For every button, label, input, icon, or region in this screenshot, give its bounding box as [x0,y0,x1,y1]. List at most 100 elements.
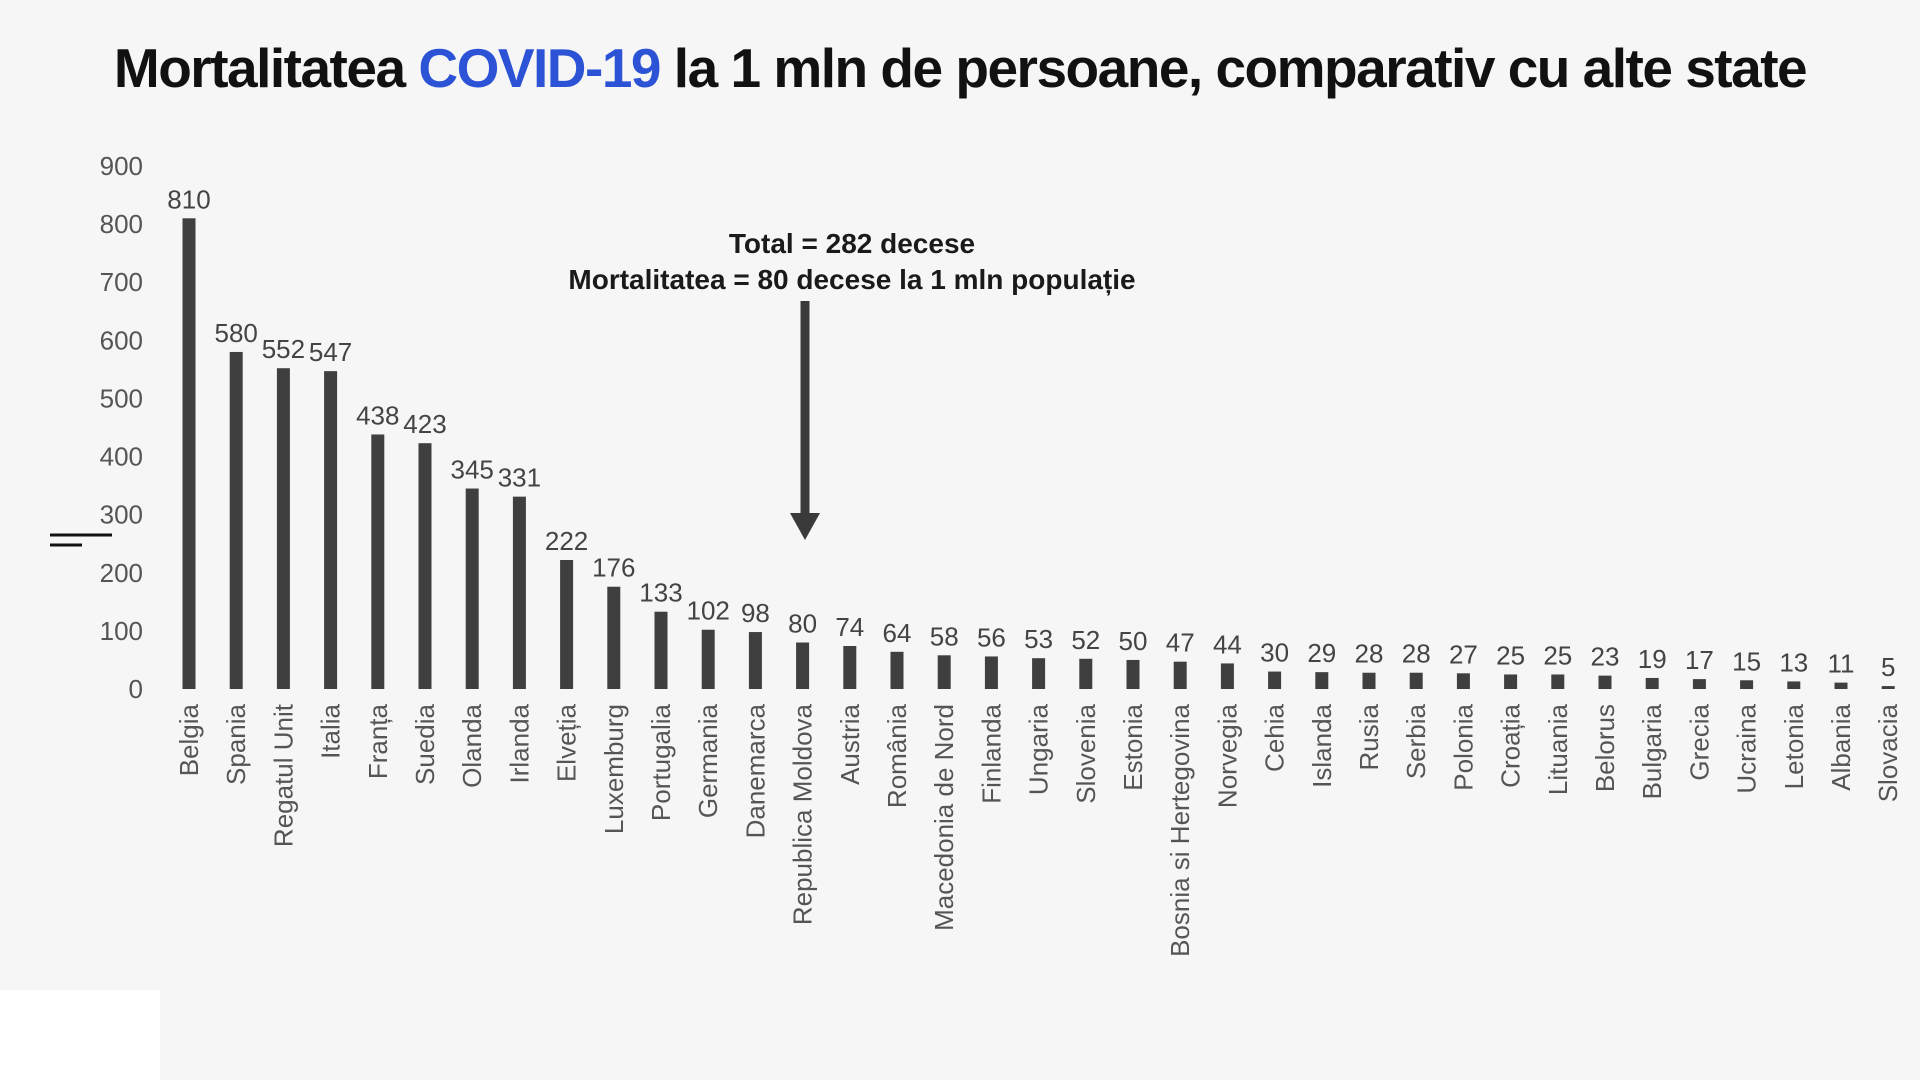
value-label: 13 [1779,647,1808,677]
bar [182,218,196,690]
category-label: Albania [1826,703,1856,790]
value-label: 64 [883,618,912,648]
category-label: Lituania [1543,703,1573,795]
value-label: 5 [1881,652,1895,682]
bar [843,645,857,689]
bar [1456,673,1470,689]
bar [654,611,668,689]
value-label: 438 [356,400,399,430]
category-label: Polonia [1448,703,1478,790]
category-label: Bulgaria [1637,703,1667,799]
y-tick-label: 900 [100,151,143,181]
category-label: Elveția [552,703,582,782]
bar [1409,672,1423,689]
category-label: Slovacia [1873,703,1903,802]
y-tick-label: 400 [100,442,143,472]
title-highlight: COVID-19 [418,37,661,99]
value-label: 58 [930,621,959,651]
bar [1268,671,1282,689]
bar [371,434,385,689]
value-label: 44 [1213,629,1242,659]
value-label: 74 [835,612,864,642]
bar [1126,659,1140,689]
value-label: 29 [1307,638,1336,668]
bar [1787,681,1801,689]
value-label: 580 [215,318,258,348]
bar [512,496,526,689]
value-label: 23 [1591,642,1620,672]
category-label: Belorus [1590,704,1620,792]
bar [560,559,574,689]
value-label: 19 [1638,644,1667,674]
legend-marker [50,533,112,547]
y-axis: 0 100 200 300 400 500 600 700 800 900 [100,151,143,704]
category-label: Rusia [1354,703,1384,770]
bar [1598,675,1612,689]
bar [701,629,715,689]
category-label: Croația [1496,703,1526,787]
category-label: Macedonia de Nord [929,704,959,931]
bar [1079,658,1093,689]
bar [1504,674,1518,689]
value-label: 28 [1402,639,1431,669]
category-label: Islanda [1307,703,1337,787]
category-label: Finlanda [976,703,1006,803]
category-label: Spania [221,703,251,784]
category-label: Letonia [1779,703,1809,789]
value-label: 547 [309,337,352,367]
category-label: Irlanda [504,703,534,783]
page-title: Mortalitatea COVID-19 la 1 mln de persoa… [0,36,1920,100]
value-label: 28 [1355,639,1384,669]
value-label: 25 [1543,640,1572,670]
value-label: 52 [1071,625,1100,655]
bar [748,632,762,689]
category-label: Belgia [174,703,204,776]
bars [182,218,1895,690]
bar [1645,677,1659,689]
category-label: Grecia [1684,703,1714,780]
value-label: 133 [639,578,682,608]
bar [1692,679,1706,689]
annotation-total: Total = 282 decese [729,228,975,259]
value-label: 56 [977,622,1006,652]
bar [229,351,243,689]
y-tick-label: 0 [129,674,143,704]
category-label: Italia [316,703,346,758]
annotation-arrow-head [790,513,820,540]
value-label: 17 [1685,645,1714,675]
bar [1173,661,1187,689]
bar [890,651,904,689]
category-label: Norvegia [1212,703,1242,808]
category-label: Republica Moldova [788,703,818,925]
value-label: 47 [1166,628,1195,658]
category-label: Slovenia [1071,703,1101,803]
category-label: Olanda [457,703,487,787]
bar [984,656,998,689]
value-label: 810 [167,184,210,214]
bar [1220,663,1234,689]
value-label: 15 [1732,646,1761,676]
value-label: 552 [262,334,305,364]
bar [1740,680,1754,689]
category-label: Suedia [410,703,440,784]
value-label: 102 [687,596,730,626]
bar [1032,658,1046,689]
bar [607,586,621,689]
bar [1881,686,1895,689]
bar [276,368,290,689]
y-tick-label: 700 [100,267,143,297]
category-label: Franța [363,703,393,779]
y-tick-label: 600 [100,325,143,355]
y-tick-label: 200 [100,558,143,588]
value-label: 176 [592,553,635,583]
value-label: 222 [545,526,588,556]
value-label: 80 [788,609,817,639]
category-label: Austria [835,703,865,784]
value-label: 53 [1024,624,1053,654]
bar [1834,682,1848,689]
value-label: 25 [1496,640,1525,670]
y-tick-label: 300 [100,500,143,530]
category-label: Germania [693,703,723,818]
